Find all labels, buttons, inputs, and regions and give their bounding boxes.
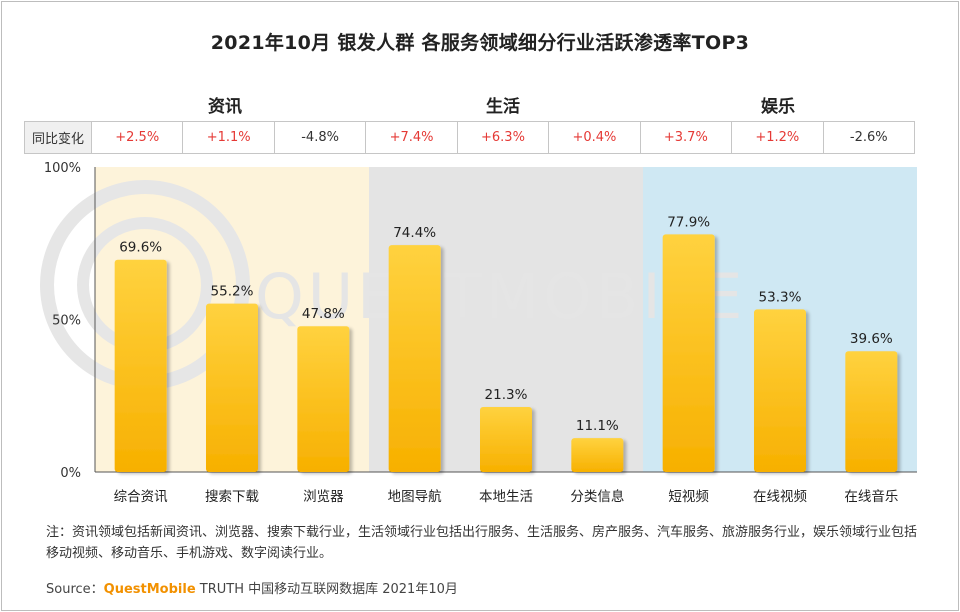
yoy-cell: +7.4% [365,121,458,154]
bar-value-label: 11.1% [576,418,619,434]
y-tick-label: 50% [52,314,81,329]
watermark-text: QUESTMOBILE [255,260,746,333]
footnote: 注：资讯领域包括新闻资讯、浏览器、搜索下载行业，生活领域行业包括出行服务、生活服… [46,525,918,561]
yoy-cell: +2.5% [90,121,184,154]
yoy-cell: +1.1% [182,121,275,154]
bar-value-label: 21.3% [485,387,528,403]
category-label: 本地生活 [479,489,533,505]
bar-value-label: 53.3% [759,289,802,305]
bar [206,303,258,472]
bar-value-label: 47.8% [302,306,345,322]
yoy-cell: -4.8% [273,121,367,154]
category-label: 搜索下载 [205,489,259,505]
bar-value-label: 77.9% [667,214,710,230]
source-brand: QuestMobile [103,582,196,597]
category-label: 综合资讯 [114,489,168,505]
source-line: Source：QuestMobile TRUTH 中国移动互联网数据库 2021… [46,578,458,597]
category-label: 短视频 [668,489,709,505]
yoy-row: 同比变化 +2.5% +1.1% -4.8% +7.4% +6.3% +0.4%… [24,121,915,154]
category-label: 分类信息 [570,488,624,505]
bar [388,245,441,472]
bar-value-label: 74.4% [393,225,436,241]
source-prefix: Source： [46,582,104,597]
y-tick-label: 0% [60,466,81,481]
group-label-news: 资讯 [208,97,242,117]
yoy-cell: +1.2% [731,121,824,154]
group-label-entertainment: 娱乐 [761,97,795,117]
bar-value-label: 69.6% [119,240,162,256]
category-label: 在线视频 [753,489,807,505]
category-label: 地图导航 [388,489,442,505]
chart-title: 2021年10月 银发人群 各服务领域细分行业活跃渗透率TOP3 [210,32,750,54]
group-label-life: 生活 [486,97,520,117]
y-tick-label: 100% [44,161,81,176]
bar [754,309,806,472]
bar [662,234,715,472]
category-label: 浏览器 [303,489,344,505]
bar-value-label: 39.6% [850,331,893,347]
yoy-cell: -2.6% [822,121,915,154]
source-rest: TRUTH 中国移动互联网数据库 2021年10月 [195,582,458,597]
yoy-cell: +3.7% [639,121,733,154]
yoy-row-label: 同比变化 [24,121,92,154]
bar-value-label: 55.2% [211,284,254,300]
category-label: 在线音乐 [844,488,898,505]
bar [114,259,167,472]
yoy-cell: +6.3% [456,121,550,154]
bar [571,438,624,472]
bar [480,407,532,472]
bar [845,351,898,472]
bar [297,326,350,472]
yoy-change-table: 同比变化 +2.5% +1.1% -4.8% +7.4% +6.3% +0.4%… [24,121,915,154]
